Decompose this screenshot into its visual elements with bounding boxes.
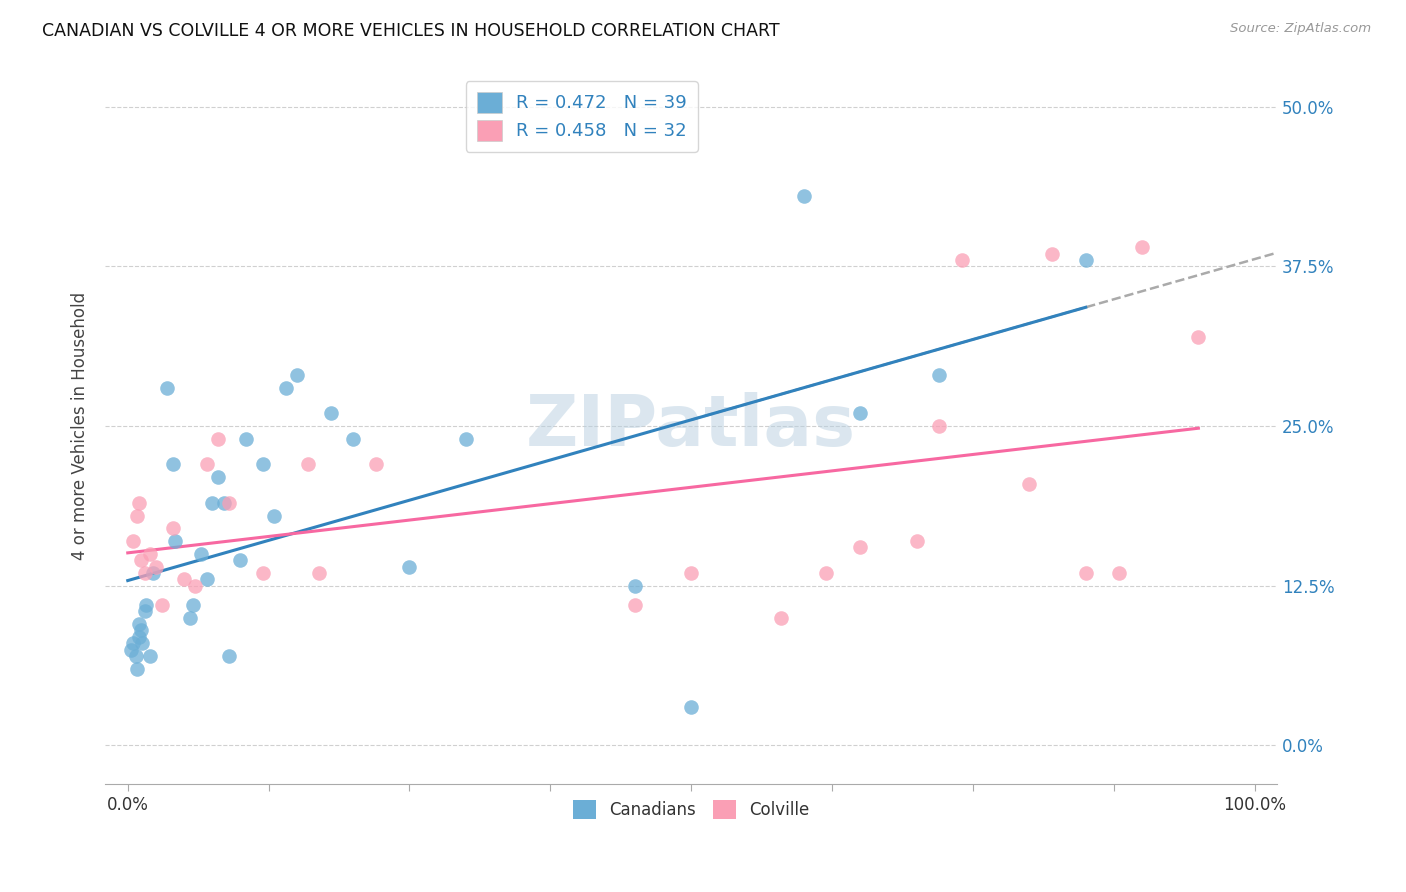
Point [131, 636, 153, 650]
Point [263, 508, 285, 523]
Point [184, 579, 207, 593]
Point [162, 458, 184, 472]
Point [252, 458, 274, 472]
Point [162, 521, 184, 535]
Text: ZIPatlas: ZIPatlas [526, 392, 856, 460]
Point [285, 368, 308, 382]
Point [624, 579, 647, 593]
Text: Source: ZipAtlas.com: Source: ZipAtlas.com [1230, 22, 1371, 36]
Point [129, 624, 152, 638]
Point [145, 559, 167, 574]
Point [195, 573, 218, 587]
Point [141, 566, 163, 580]
Point [212, 496, 235, 510]
Point [150, 598, 173, 612]
Point [120, 642, 142, 657]
Point [252, 566, 274, 580]
Point [156, 381, 179, 395]
Point [1040, 246, 1063, 260]
Point [195, 458, 218, 472]
Point [905, 534, 928, 549]
Point [1018, 476, 1040, 491]
Point [770, 610, 793, 624]
Point [928, 419, 950, 434]
Point [165, 534, 187, 549]
Point [139, 648, 162, 663]
Point [950, 253, 973, 268]
Point [218, 648, 240, 663]
Point [274, 381, 297, 395]
Point [128, 496, 150, 510]
Legend: Canadians, Colville: Canadians, Colville [567, 793, 817, 825]
Point [1108, 566, 1130, 580]
Point [134, 604, 156, 618]
Point [398, 559, 420, 574]
Point [179, 610, 201, 624]
Point [122, 636, 145, 650]
Point [125, 508, 148, 523]
Point [624, 598, 647, 612]
Point [849, 406, 872, 420]
Point [454, 432, 477, 446]
Y-axis label: 4 or more Vehicles in Household: 4 or more Vehicles in Household [72, 292, 89, 560]
Point [134, 566, 156, 580]
Point [207, 470, 229, 484]
Point [297, 458, 319, 472]
Point [1187, 329, 1209, 343]
Point [928, 368, 950, 382]
Point [308, 566, 330, 580]
Point [681, 566, 703, 580]
Point [125, 662, 148, 676]
Point [229, 553, 252, 567]
Point [681, 700, 703, 714]
Point [135, 598, 157, 612]
Point [849, 541, 872, 555]
Point [139, 547, 162, 561]
Point [173, 573, 195, 587]
Point [319, 406, 342, 420]
Text: CANADIAN VS COLVILLE 4 OR MORE VEHICLES IN HOUSEHOLD CORRELATION CHART: CANADIAN VS COLVILLE 4 OR MORE VEHICLES … [42, 22, 780, 40]
Point [342, 432, 364, 446]
Point [122, 534, 145, 549]
Point [235, 432, 257, 446]
Point [364, 458, 387, 472]
Point [793, 189, 815, 203]
Point [1130, 240, 1153, 254]
Point [207, 432, 229, 446]
Point [128, 630, 150, 644]
Point [129, 553, 152, 567]
Point [218, 496, 240, 510]
Point [815, 566, 838, 580]
Point [1074, 253, 1097, 268]
Point [128, 617, 150, 632]
Point [1074, 566, 1097, 580]
Point [201, 496, 224, 510]
Point [124, 648, 146, 663]
Point [190, 547, 212, 561]
Point [181, 598, 204, 612]
